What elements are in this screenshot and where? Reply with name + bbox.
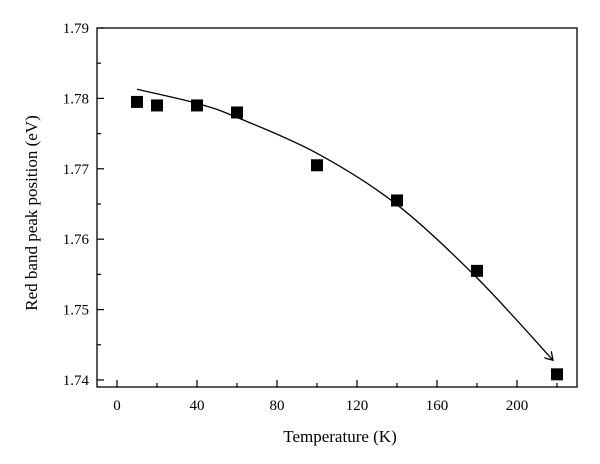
data-point: [311, 159, 323, 172]
y-tick-label: 1.75: [63, 303, 89, 319]
plot-border: [96, 27, 578, 388]
x-tick-label: 80: [270, 398, 285, 414]
y-tick-label: 1.78: [63, 91, 89, 107]
x-tick-label: 40: [190, 398, 205, 414]
x-tick-label: 120: [346, 398, 369, 414]
data-point: [471, 264, 483, 277]
y-tick-label: 1.74: [63, 373, 90, 389]
y-tick-label: 1.79: [63, 21, 89, 37]
data-point: [151, 99, 163, 112]
plot-frame: [96, 27, 578, 388]
y-tick-label: 1.76: [63, 232, 90, 248]
data-point: [131, 95, 143, 108]
x-tick-label: 200: [506, 398, 529, 414]
x-axis-label: Temperature (K): [283, 427, 397, 446]
y-axis: 1.74 1.75 1.76 1.77 1.78 1.79: [63, 21, 104, 389]
data-point: [391, 194, 403, 207]
data-point: [551, 368, 563, 381]
x-tick-label: 0: [113, 398, 121, 414]
fit-curve-layer: [136, 88, 553, 360]
data-points: [131, 95, 563, 381]
x-axis: 0 40 80 120 160 200: [113, 380, 558, 414]
y-axis-label: Red band peak position (eV): [22, 115, 41, 310]
data-point: [191, 99, 203, 112]
y-tick-label: 1.77: [63, 162, 90, 178]
fit-curve: [136, 88, 553, 360]
x-tick-label: 160: [426, 398, 449, 414]
data-point: [231, 106, 243, 119]
